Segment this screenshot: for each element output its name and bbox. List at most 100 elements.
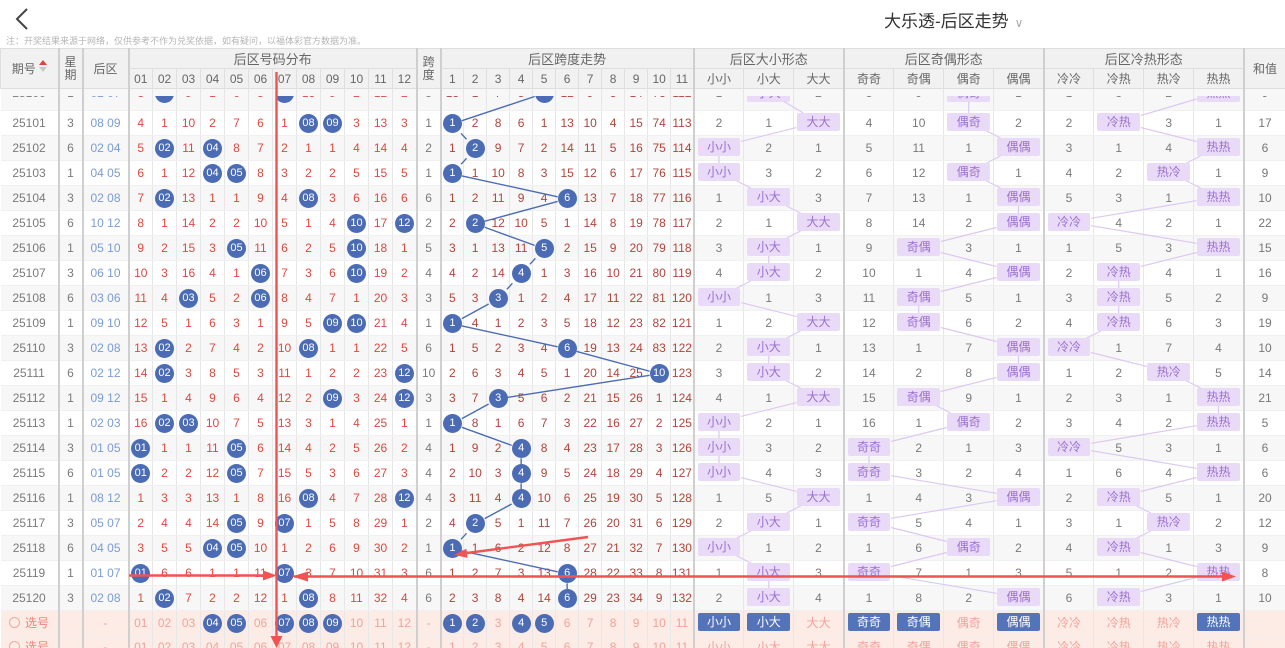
number-ball[interactable]: 05 bbox=[227, 614, 246, 634]
pick-dist-cell[interactable]: 09 bbox=[320, 610, 345, 636]
pick-dist-cell[interactable]: 04 bbox=[200, 610, 225, 636]
pick-oddeven-cell[interactable]: 偶奇 bbox=[943, 635, 995, 648]
pick-label-cell[interactable]: 选号 bbox=[0, 610, 59, 636]
pick-dist-cell[interactable]: 11 bbox=[368, 610, 393, 636]
pick-size-cell[interactable]: 大大 bbox=[793, 635, 845, 648]
pick-dist-cell[interactable]: 05 bbox=[224, 610, 249, 636]
pick-trend-cell[interactable]: 8 bbox=[601, 635, 626, 648]
span-ball[interactable]: 4 bbox=[511, 614, 531, 634]
pick-trend-cell[interactable]: 8 bbox=[601, 610, 626, 636]
header-issue[interactable]: 期号 bbox=[0, 48, 59, 89]
pick-dist-cell[interactable]: 08 bbox=[296, 635, 321, 648]
coldhot-cell: 7 bbox=[1143, 335, 1195, 361]
pick-radio-icon[interactable] bbox=[8, 641, 20, 648]
pick-dist-cell[interactable]: 12 bbox=[392, 635, 418, 648]
pick-label-cell[interactable]: 选号 bbox=[0, 635, 59, 648]
number-ball[interactable]: 08 bbox=[299, 614, 318, 634]
pick-trend-cell[interactable]: 11 bbox=[670, 610, 695, 636]
coldhot-col-header: 热冷 bbox=[1143, 68, 1195, 89]
pick-trend-cell[interactable]: 2 bbox=[463, 610, 488, 636]
trend-cell: 6 bbox=[532, 385, 557, 411]
pick-coldhot-cell[interactable]: 冷冷 bbox=[1042, 610, 1095, 636]
span-ball: 1 bbox=[442, 314, 462, 334]
pick-trend-cell[interactable]: 3 bbox=[486, 635, 511, 648]
pick-trend-cell[interactable]: 6 bbox=[555, 610, 580, 636]
pick-oddeven-cell[interactable]: 奇奇 bbox=[842, 610, 895, 636]
pick-dist-cell[interactable]: 04 bbox=[200, 635, 225, 648]
pick-coldhot-cell[interactable]: 热冷 bbox=[1143, 610, 1195, 636]
pick-select-button[interactable]: 热热 bbox=[1197, 613, 1240, 631]
pick-dist-cell[interactable]: 09 bbox=[320, 635, 345, 648]
pick-size-cell[interactable]: 小大 bbox=[743, 635, 795, 648]
pick-oddeven-cell[interactable]: 奇偶 bbox=[893, 610, 945, 636]
pick-trend-cell[interactable]: 4 bbox=[509, 635, 534, 648]
pick-trend-cell[interactable]: 7 bbox=[578, 610, 603, 636]
pick-dist-cell[interactable]: 05 bbox=[224, 635, 249, 648]
pick-trend-cell[interactable]: 10 bbox=[647, 635, 672, 648]
back-button[interactable] bbox=[12, 6, 34, 32]
sort-icon[interactable] bbox=[38, 60, 47, 72]
pick-coldhot-cell[interactable]: 热热 bbox=[1193, 635, 1245, 648]
pick-trend-cell[interactable]: 9 bbox=[624, 635, 649, 648]
pick-dist-cell[interactable]: 03 bbox=[176, 610, 201, 636]
pick-dist-cell[interactable]: 01 bbox=[127, 610, 153, 636]
pick-trend-cell[interactable]: 1 bbox=[439, 635, 465, 648]
pick-oddeven-cell[interactable]: 偶偶 bbox=[993, 610, 1045, 636]
number-ball[interactable]: 09 bbox=[323, 614, 342, 634]
pick-trend-cell[interactable]: 7 bbox=[578, 635, 603, 648]
pick-coldhot-cell[interactable]: 冷热 bbox=[1093, 610, 1145, 636]
trend-cell: 5 bbox=[509, 385, 534, 411]
pick-dist-cell[interactable]: 08 bbox=[296, 610, 321, 636]
span-ball[interactable]: 1 bbox=[442, 614, 462, 634]
pick-radio-icon[interactable] bbox=[8, 617, 20, 628]
pick-coldhot-cell[interactable]: 冷热 bbox=[1093, 635, 1145, 648]
pick-dist-cell[interactable]: 06 bbox=[248, 610, 273, 636]
pick-trend-cell[interactable]: 3 bbox=[486, 610, 511, 636]
number-ball[interactable]: 07 bbox=[275, 614, 294, 634]
pick-trend-cell[interactable]: 9 bbox=[624, 610, 649, 636]
pick-dist-cell[interactable]: 02 bbox=[152, 610, 177, 636]
pick-size-cell[interactable]: 小小 bbox=[692, 635, 745, 648]
pick-trend-cell[interactable]: 2 bbox=[463, 635, 488, 648]
pick-select-button[interactable]: 小大 bbox=[747, 613, 791, 631]
number-ball[interactable]: 04 bbox=[203, 614, 222, 634]
pick-coldhot-cell[interactable]: 冷冷 bbox=[1042, 635, 1095, 648]
span-ball[interactable]: 2 bbox=[465, 614, 485, 634]
dist-cell: 10 bbox=[344, 210, 369, 236]
pick-trend-cell[interactable]: 1 bbox=[439, 610, 465, 636]
size-cell: 4 bbox=[692, 385, 745, 411]
pick-coldhot-cell[interactable]: 热冷 bbox=[1143, 635, 1195, 648]
pick-oddeven-cell[interactable]: 偶偶 bbox=[993, 635, 1045, 648]
pick-dist-cell[interactable]: 02 bbox=[152, 635, 177, 648]
pick-select-button[interactable]: 偶偶 bbox=[997, 613, 1040, 631]
pick-coldhot-cell[interactable]: 热热 bbox=[1193, 610, 1245, 636]
pick-select-button[interactable]: 奇偶 bbox=[897, 613, 941, 631]
pick-size-cell[interactable]: 小小 bbox=[692, 610, 745, 636]
pick-oddeven-cell[interactable]: 奇奇 bbox=[842, 635, 895, 648]
pick-trend-cell[interactable]: 5 bbox=[532, 635, 557, 648]
pick-oddeven-cell[interactable]: 偶奇 bbox=[943, 610, 995, 636]
pick-select-button[interactable]: 奇奇 bbox=[847, 613, 891, 631]
pick-trend-cell[interactable]: 6 bbox=[555, 635, 580, 648]
coldhot-cell: 3 bbox=[1143, 435, 1195, 461]
pick-dist-cell[interactable]: 07 bbox=[272, 635, 297, 648]
pick-trend-cell[interactable]: 4 bbox=[509, 610, 534, 636]
pick-trend-cell[interactable]: 11 bbox=[670, 635, 695, 648]
page-title[interactable]: 大乐透-后区走势 ∨ bbox=[884, 7, 1023, 32]
span-ball[interactable]: 5 bbox=[534, 614, 554, 634]
pick-dist-cell[interactable]: 10 bbox=[344, 610, 369, 636]
pick-dist-cell[interactable]: 11 bbox=[368, 635, 393, 648]
pick-size-cell[interactable]: 小大 bbox=[743, 610, 795, 636]
pick-size-cell[interactable]: 大大 bbox=[793, 610, 845, 636]
pick-select-button[interactable]: 小小 bbox=[697, 613, 741, 631]
pick-dist-cell[interactable]: 03 bbox=[176, 635, 201, 648]
trend-cell: 23 bbox=[624, 310, 649, 336]
pick-dist-cell[interactable]: 01 bbox=[127, 635, 153, 648]
pick-dist-cell[interactable]: 10 bbox=[344, 635, 369, 648]
pick-dist-cell[interactable]: 06 bbox=[248, 635, 273, 648]
pick-dist-cell[interactable]: 07 bbox=[272, 610, 297, 636]
pick-trend-cell[interactable]: 5 bbox=[532, 610, 557, 636]
pick-oddeven-cell[interactable]: 奇偶 bbox=[893, 635, 945, 648]
pick-dist-cell[interactable]: 12 bbox=[392, 610, 418, 636]
pick-trend-cell[interactable]: 10 bbox=[647, 610, 672, 636]
